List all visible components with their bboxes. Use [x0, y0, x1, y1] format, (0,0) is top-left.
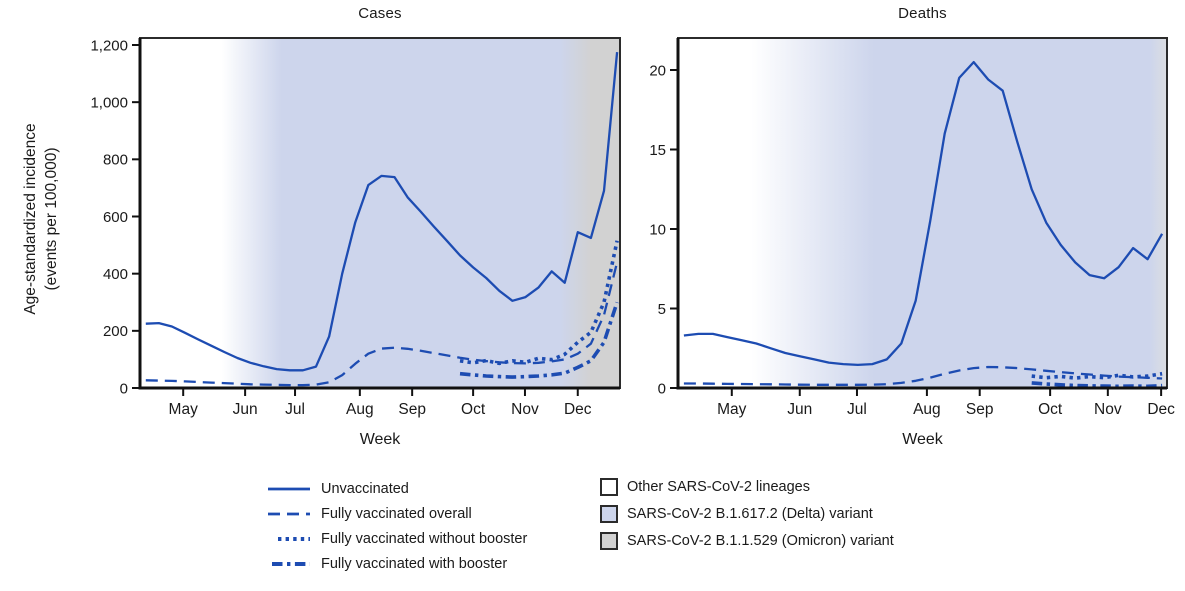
y-tick-label: 0 — [120, 380, 128, 397]
panel-title-deaths: Deaths — [898, 5, 947, 22]
legend-region-label: Other SARS-CoV-2 lineages — [627, 478, 810, 495]
y-axis-title: Age-standardized incidence (events per 1… — [20, 34, 66, 404]
solid-line-sample-icon — [268, 487, 310, 490]
y-tick-label: 10 — [649, 221, 666, 238]
legend-item-fully_vaccinated_overall: Fully vaccinated overall — [266, 501, 527, 526]
legend-item-fully_vaccinated_with_booster: Fully vaccinated with booster — [266, 551, 527, 576]
y-tick-label: 200 — [103, 323, 128, 340]
x-axis-title-deaths: Week — [902, 431, 943, 448]
y-tick-label: 5 — [658, 301, 666, 318]
series-fully_vaccinated_without_booster-deaths — [1031, 371, 1163, 380]
x-tick-label: Sep — [398, 401, 426, 418]
variant-shading-0 — [140, 38, 620, 388]
y-tick-label: 600 — [103, 209, 128, 226]
series-fully_vaccinated_overall-deaths — [683, 365, 1163, 386]
x-tick-label: Nov — [1094, 401, 1122, 418]
x-axis-title-cases: Week — [359, 431, 401, 448]
x-tick-label: May — [169, 401, 199, 418]
legend-item-fully_vaccinated_without_booster: Fully vaccinated without booster — [266, 526, 527, 551]
y-tick-label: 800 — [103, 152, 128, 169]
legend-item-label: Fully vaccinated without booster — [321, 530, 528, 547]
x-tick-label: Aug — [913, 401, 941, 418]
legend-region-label: SARS-CoV-2 B.1.617.2 (Delta) variant — [627, 505, 873, 522]
legend-item-unvaccinated: Unvaccinated — [266, 476, 527, 501]
legend-region-item-0: Other SARS-CoV-2 lineages — [600, 473, 894, 500]
x-tick-label: Oct — [1038, 401, 1063, 418]
x-tick-label: Jul — [285, 401, 305, 418]
panel-title-cases: Cases — [358, 5, 402, 22]
y-tick-label: 20 — [649, 62, 666, 79]
legend-region-item-1: SARS-CoV-2 B.1.617.2 (Delta) variant — [600, 500, 894, 527]
series-unvaccinated-cases — [145, 51, 619, 372]
x-tick-label: May — [717, 401, 747, 418]
legend-line-series: Unvaccinated Fully vaccinated overall Full… — [266, 476, 527, 576]
x-tick-label: Sep — [966, 401, 994, 418]
x-tick-label: Jun — [233, 401, 258, 418]
legend-region-item-2: SARS-CoV-2 B.1.1.529 (Omicron) variant — [600, 527, 894, 554]
legend-item-label: Fully vaccinated overall — [321, 505, 472, 522]
legend-item-label: Unvaccinated — [321, 480, 409, 497]
dotted-line-sample-icon — [278, 536, 310, 541]
y-tick-label: 1,200 — [90, 37, 128, 54]
y-axis-title-line1: Age-standardized incidence — [22, 123, 39, 315]
series-unvaccinated-deaths — [683, 60, 1164, 367]
x-tick-label: Oct — [461, 401, 486, 418]
legend-region-label: SARS-CoV-2 B.1.1.529 (Omicron) variant — [627, 532, 894, 549]
y-tick-label: 1,000 — [90, 95, 128, 112]
x-tick-label: Dec — [564, 401, 592, 418]
series-fully_vaccinated_with_booster-cases — [459, 301, 619, 379]
series-fully_vaccinated_overall-cases — [145, 261, 619, 387]
region-swatch-icon — [600, 477, 618, 496]
x-tick-label: Nov — [511, 401, 539, 418]
x-tick-label: Dec — [1147, 401, 1175, 418]
x-tick-label: Jul — [847, 401, 867, 418]
y-tick-label: 0 — [658, 380, 666, 397]
series-fully_vaccinated_with_booster-deaths — [1031, 381, 1163, 389]
legend-variant-regions: Other SARS-CoV-2 lineages SARS-CoV-2 B.1.… — [600, 473, 894, 554]
y-axis-title-line2: (events per 100,000) — [43, 147, 60, 291]
region-swatch-icon — [600, 504, 618, 523]
x-tick-label: Aug — [346, 401, 374, 418]
dashdot-line-sample-icon — [272, 561, 310, 566]
legend-item-label: Fully vaccinated with booster — [321, 555, 508, 572]
y-tick-label: 15 — [649, 142, 666, 159]
x-tick-label: Jun — [787, 401, 812, 418]
dashed-line-sample-icon — [268, 512, 310, 515]
y-tick-label: 400 — [103, 266, 128, 283]
region-swatch-icon — [600, 531, 618, 550]
variant-shading-1 — [678, 38, 1167, 388]
